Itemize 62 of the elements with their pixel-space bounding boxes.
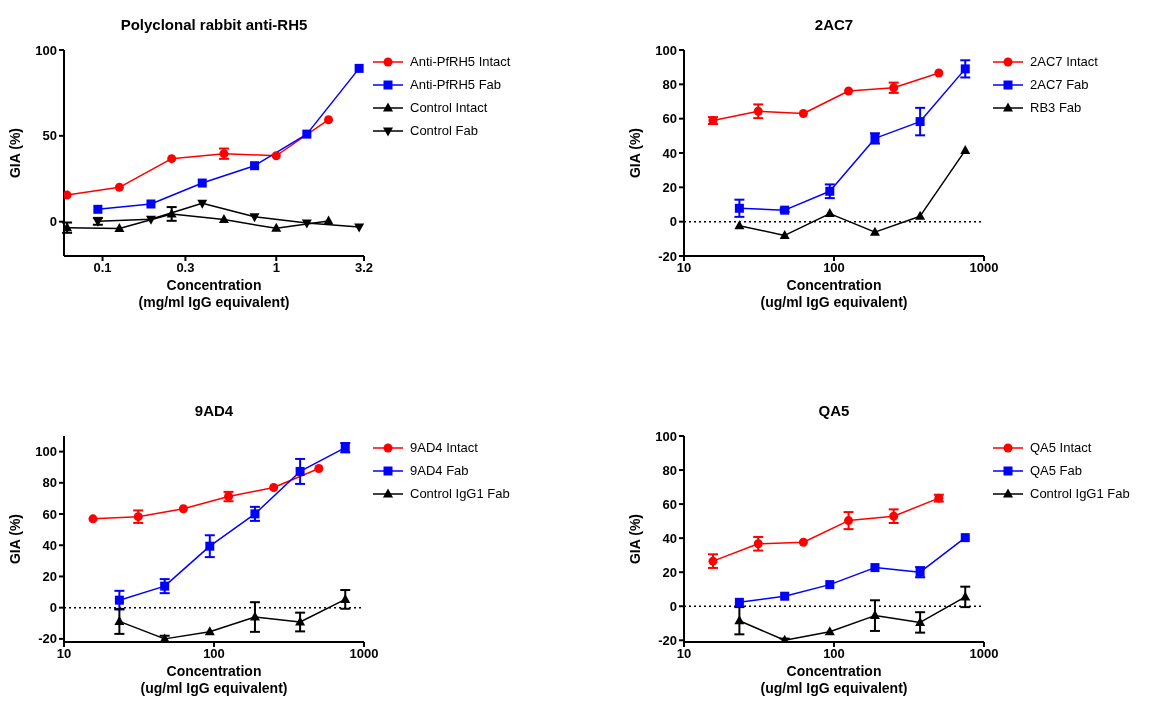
y-tick-label: 0 — [49, 600, 57, 616]
legend-label: 2AC7 Intact — [1030, 54, 1098, 69]
y-tick-label: 100 — [35, 42, 57, 58]
legend-label: 9AD4 Fab — [410, 463, 469, 478]
legend-label: 2AC7 Fab — [1030, 77, 1089, 92]
legend-label: Control Fab — [410, 123, 478, 138]
x-tick-label: 1000 — [969, 646, 999, 662]
y-tick-label: 40 — [42, 537, 57, 553]
y-axis-title: GIA (%) — [626, 127, 643, 179]
y-tick-label: 50 — [42, 128, 57, 144]
x-axis-title: Concentration (ug/ml IgG equivalent) — [760, 277, 908, 310]
y-tick-label: 0 — [49, 214, 57, 230]
y-tick-label: 60 — [662, 111, 677, 127]
y-axis-title: GIA (%) — [6, 127, 23, 179]
x-axis-title: Concentration (ug/ml IgG equivalent) — [140, 663, 288, 696]
legend-label: QA5 Intact — [1030, 440, 1092, 455]
x-tick-label: 0.3 — [176, 260, 195, 276]
y-tick-label: 60 — [42, 506, 57, 522]
legend-label: Anti-PfRH5 Intact — [410, 54, 511, 69]
y-tick-label: 60 — [662, 496, 677, 512]
legend-label: Control Intact — [410, 100, 488, 115]
y-tick-label: 0 — [669, 214, 677, 230]
y-axis-title: GIA (%) — [6, 513, 23, 565]
legend-label: QA5 Fab — [1030, 463, 1083, 478]
chart-title: QA5 — [817, 402, 851, 419]
x-axis-title: Concentration (mg/ml IgG equivalent) — [138, 277, 290, 310]
chart-title: 2AC7 — [813, 16, 855, 33]
x-tick-label: 100 — [203, 646, 225, 662]
x-tick-label: 100 — [823, 646, 845, 662]
y-tick-label: 0 — [669, 598, 677, 614]
legend-label: RB3 Fab — [1030, 100, 1082, 115]
y-tick-label: 20 — [662, 179, 677, 195]
x-tick-label: 1000 — [969, 260, 999, 276]
y-axis-title: GIA (%) — [626, 513, 643, 565]
legend-label: 9AD4 Intact — [410, 440, 478, 455]
y-tick-label: 40 — [662, 145, 677, 161]
y-tick-label: 80 — [662, 462, 677, 478]
legend-label: Control IgG1 Fab — [1030, 486, 1130, 501]
y-tick-label: 100 — [655, 428, 677, 444]
x-tick-label: 1000 — [349, 646, 379, 662]
y-tick-label: 100 — [655, 42, 677, 58]
y-tick-label: -20 — [658, 632, 677, 648]
x-tick-label: 1 — [272, 260, 280, 276]
legend-label: Anti-PfRH5 Fab — [410, 77, 502, 92]
y-tick-label: 20 — [42, 569, 57, 585]
y-tick-label: -20 — [38, 631, 57, 647]
legend-label: Control IgG1 Fab — [410, 486, 510, 501]
y-tick-label: 20 — [662, 564, 677, 580]
x-tick-label: 0.1 — [93, 260, 112, 276]
x-tick-label: 10 — [676, 260, 692, 276]
x-axis-title: Concentration (ug/ml IgG equivalent) — [760, 663, 908, 696]
x-tick-label: 100 — [823, 260, 845, 276]
y-tick-label: 80 — [42, 475, 57, 491]
x-tick-label: 10 — [676, 646, 692, 662]
chart-title: 9AD4 — [193, 402, 235, 419]
x-tick-label: 10 — [56, 646, 72, 662]
x-tick-label: 3.2 — [354, 260, 374, 276]
y-tick-label: -20 — [658, 248, 677, 264]
chart-title: Polyclonal rabbit anti-RH5 — [119, 16, 309, 33]
y-tick-label: 80 — [662, 76, 677, 92]
y-tick-label: 100 — [35, 444, 57, 460]
y-tick-label: 40 — [662, 530, 677, 546]
